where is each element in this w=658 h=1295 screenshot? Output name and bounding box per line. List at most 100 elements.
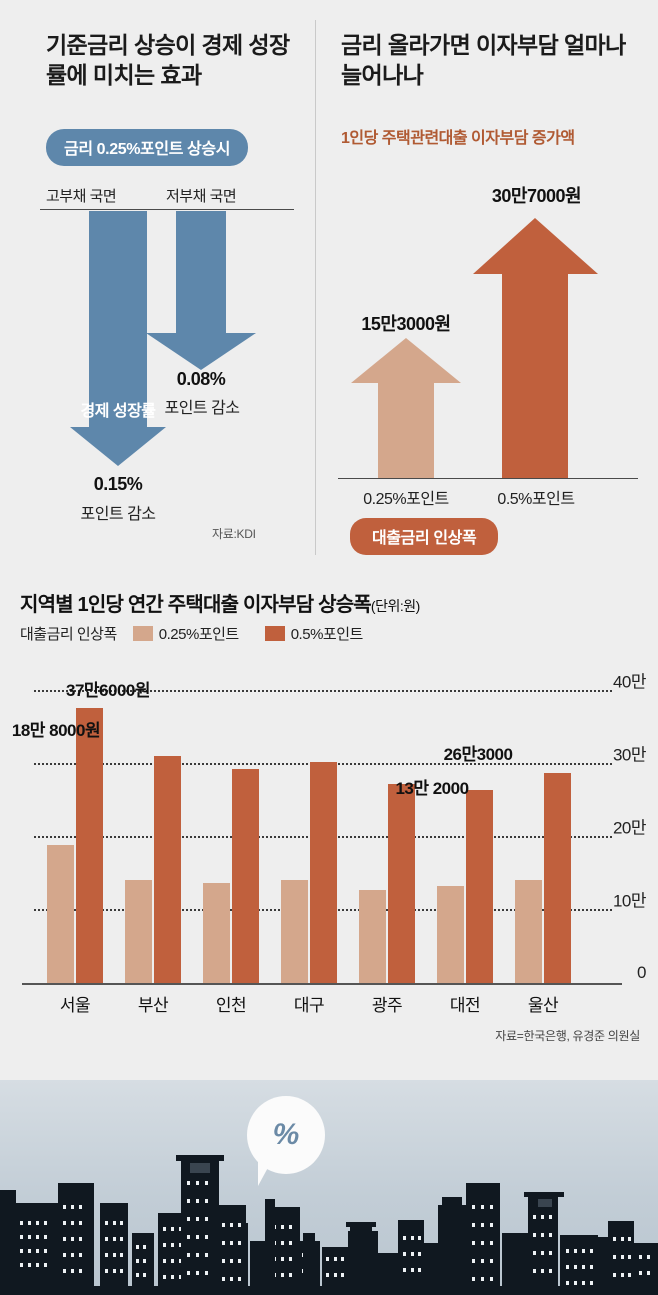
ytick-40: 40만 — [612, 672, 647, 692]
building — [442, 1197, 462, 1295]
bar-label-daejeon-light: 13만 2000 — [395, 779, 469, 798]
panel-divider — [315, 20, 316, 555]
arrow-up-small — [351, 338, 461, 478]
bar-daejeon-dark — [466, 790, 493, 983]
building-tower — [181, 1155, 219, 1295]
right-subhead: 1인당 주택관련대출 이자부담 증가액 — [341, 130, 575, 147]
chart-unit: (단위:원) — [370, 598, 420, 614]
legend-swatch-light — [132, 626, 153, 641]
arrow-low-caption: 포인트 감소 — [164, 400, 240, 417]
bar-busan-dark — [154, 756, 181, 983]
speech-bubble-tail — [258, 1162, 276, 1186]
chart-title: 지역별 1인당 연간 주택대출 이자부담 상승폭(단위:원) — [20, 588, 420, 617]
panel-left: 기준금리 상승이 경제 성장률에 미치는 효과 금리 0.25%포인트 상승시 … — [0, 0, 315, 570]
right-headline: 금리 올라가면 이자부담 얼마나 늘어나나 — [341, 32, 626, 89]
chart-legend: 대출금리 인상폭 0.25%포인트 0.5%포인트 — [20, 623, 389, 644]
legend-title: 대출금리 인상폭 — [20, 626, 117, 643]
xlabel-seoul: 서울 — [59, 996, 91, 1015]
arrow-low-value: 0.08% — [176, 369, 226, 389]
arrow-big-value: 30만7000원 — [491, 186, 582, 206]
xlabel-incheon: 인천 — [215, 996, 247, 1015]
building — [218, 1205, 246, 1295]
building — [378, 1253, 398, 1295]
chart-baseline — [22, 983, 622, 985]
building — [424, 1243, 438, 1295]
arrow-down-high-debt — [70, 211, 166, 466]
skyline-ground — [0, 1286, 658, 1295]
building — [398, 1220, 424, 1295]
building-antenna — [265, 1199, 275, 1295]
col-label-high-debt: 고부채 국면 — [46, 188, 117, 205]
bar-label-seoul-light: 18만 8000원 — [11, 721, 101, 740]
xlabel-ulsan: 울산 — [527, 996, 559, 1015]
ytick-20: 20만 — [612, 818, 647, 838]
building — [0, 1233, 14, 1295]
arrow-high-inner-label: 경제 성장률 — [80, 403, 156, 420]
right-axis-label-small: 0.25%포인트 — [363, 491, 449, 508]
chart-plot-area: 40만 30만 20만 10만 0 18만 8000원 37만6000원 — [0, 570, 658, 1075]
building — [608, 1221, 634, 1295]
building-roof — [176, 1155, 224, 1161]
bar-seoul-dark — [76, 708, 103, 983]
building — [502, 1233, 528, 1295]
right-axis-line — [338, 478, 638, 479]
top-section: 기준금리 상승이 경제 성장률에 미치는 효과 금리 0.25%포인트 상승시 … — [0, 0, 658, 570]
left-source: 자료:KDI — [212, 527, 256, 541]
legend-item-0: 0.25%포인트 — [132, 623, 239, 644]
ytick-0: 0 — [637, 963, 646, 982]
bar-daegu-dark — [310, 762, 337, 983]
xlabel-daegu: 대구 — [293, 996, 325, 1015]
bar-busan-light — [125, 880, 152, 983]
bar-label-seoul-dark: 37만6000원 — [65, 681, 151, 700]
xlabel-gwangju: 광주 — [371, 996, 403, 1015]
arrow-small-value: 15만3000원 — [361, 314, 451, 334]
chart-source: 자료=한국은행, 유경준 의원실 — [495, 1029, 640, 1043]
building — [598, 1237, 610, 1295]
left-badge: 금리 0.25%포인트 상승시 — [46, 129, 249, 166]
arrow-up-big — [473, 218, 598, 478]
building — [58, 1183, 94, 1295]
building — [350, 1223, 372, 1295]
ytick-10: 10만 — [612, 891, 647, 911]
speech-bubble: % — [247, 1096, 325, 1174]
bar-ulsan-light — [515, 880, 542, 983]
building — [466, 1183, 500, 1295]
panel-right: 금리 올라가면 이자부담 얼마나 늘어나나 1인당 주택관련대출 이자부담 증가… — [316, 0, 658, 570]
bar-seoul-light — [47, 845, 74, 983]
building — [132, 1233, 154, 1295]
building-roof — [524, 1192, 564, 1197]
xlabel-daejeon: 대전 — [449, 996, 481, 1015]
bar-ulsan-dark — [544, 773, 571, 983]
arrow-high-caption: 포인트 감소 — [80, 506, 156, 523]
building — [560, 1235, 598, 1295]
building-roof-detail — [538, 1199, 552, 1207]
legend-label-0: 0.25%포인트 — [158, 626, 239, 643]
building-tower — [528, 1193, 558, 1295]
right-pill: 대출금리 인상폭 — [350, 518, 499, 555]
left-headline: 기준금리 상승이 경제 성장률에 미치는 효과 — [46, 32, 290, 89]
gridline-40 — [34, 690, 612, 692]
building-roof-detail — [190, 1163, 210, 1173]
bar-incheon-dark — [232, 769, 259, 983]
bar-gwangju-dark — [388, 784, 415, 983]
ytick-30: 30만 — [612, 745, 647, 765]
percent-symbol: % — [272, 1118, 300, 1151]
building-roof — [346, 1222, 376, 1227]
legend-item-1: 0.5%포인트 — [264, 623, 363, 644]
bar-label-daejeon-dark: 26만3000 — [443, 745, 513, 764]
col-label-low-debt: 저부채 국면 — [166, 188, 237, 205]
bar-incheon-light — [203, 883, 230, 983]
bar-daegu-light — [281, 880, 308, 983]
chart-title-text: 지역별 1인당 연간 주택대출 이자부담 상승폭 — [20, 594, 372, 616]
bar-gwangju-light — [359, 890, 386, 983]
xlabel-busan: 부산 — [137, 996, 169, 1015]
building — [14, 1203, 58, 1295]
arrow-down-low-debt — [146, 211, 256, 371]
right-axis-label-big: 0.5%포인트 — [497, 491, 575, 508]
legend-swatch-dark — [264, 626, 285, 641]
arrow-high-value: 0.15% — [93, 474, 143, 494]
left-axis-line — [40, 209, 294, 210]
building — [100, 1203, 128, 1295]
building — [303, 1233, 315, 1295]
